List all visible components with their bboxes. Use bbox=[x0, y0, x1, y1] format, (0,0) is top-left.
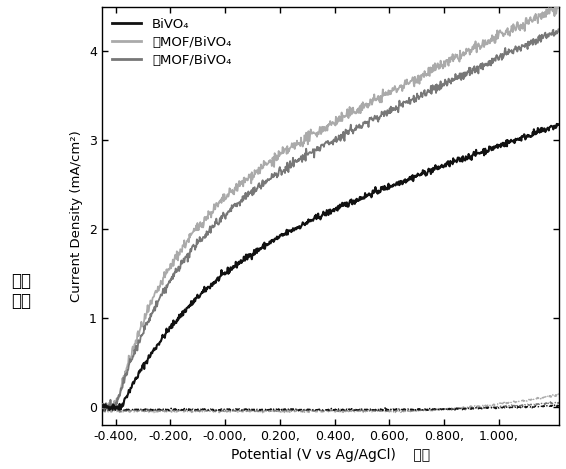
X-axis label: Potential (V vs Ag/AgCl)    电势: Potential (V vs Ag/AgCl) 电势 bbox=[231, 448, 430, 462]
Y-axis label: Current Density (mA/cm²): Current Density (mA/cm²) bbox=[70, 130, 83, 302]
Legend: BiVO₄, 薿MOF/BiVO₄, 厚MOF/BiVO₄: BiVO₄, 薿MOF/BiVO₄, 厚MOF/BiVO₄ bbox=[109, 14, 235, 71]
Text: 电流
密度: 电流 密度 bbox=[11, 272, 31, 310]
